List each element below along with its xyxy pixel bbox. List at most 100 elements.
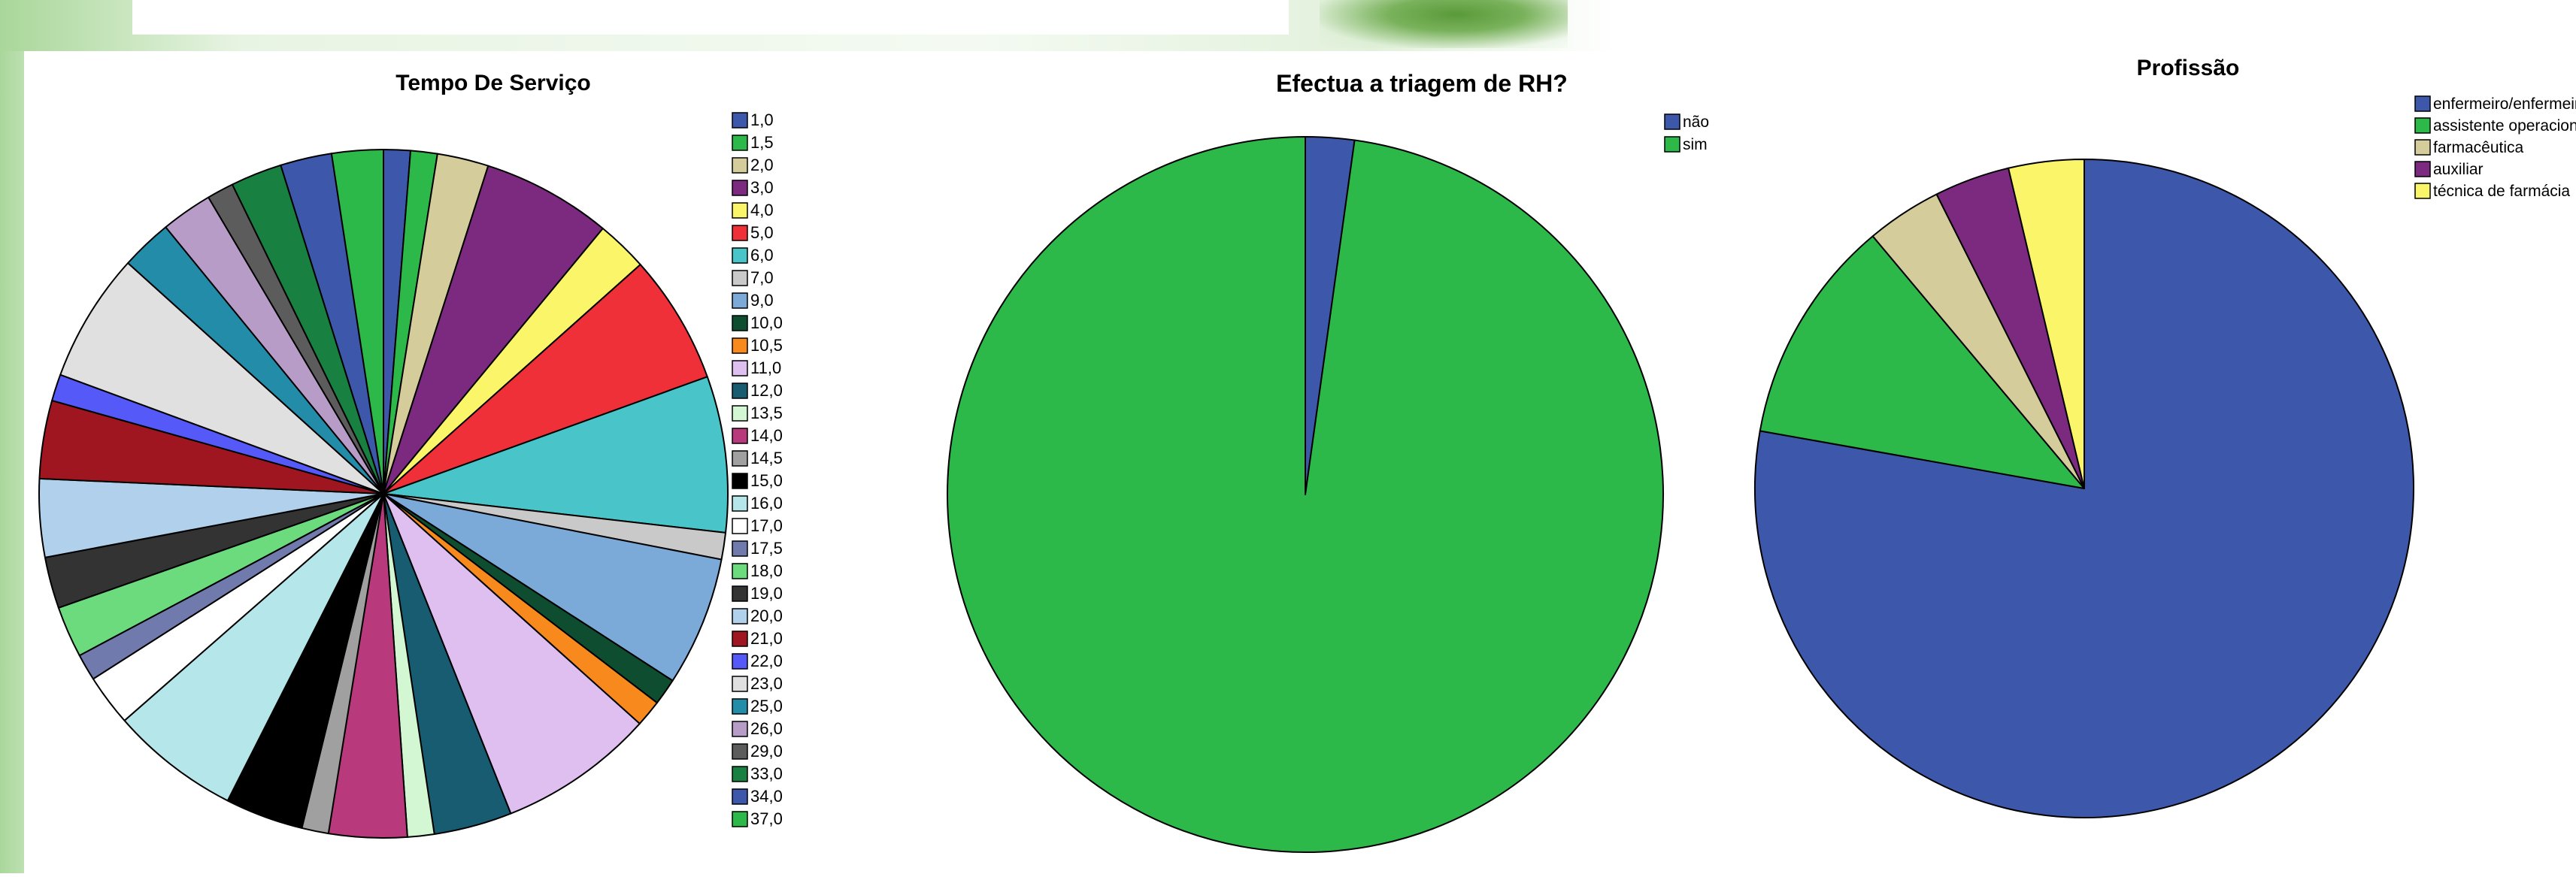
- chart-title: Tempo De Serviço: [395, 71, 591, 95]
- legend-swatch-farmaceutica: [2414, 139, 2431, 156]
- legend-swatch-1-5: [732, 135, 748, 151]
- legend-label-25-0: 25,0: [750, 697, 783, 715]
- legend-label-auxiliar: auxiliar: [2433, 161, 2484, 178]
- pie-slice-6-0: [383, 376, 729, 534]
- pie-slice-9-0: [383, 493, 723, 682]
- pie-slice-5-0: [383, 264, 708, 494]
- legend-swatch-nao: [1664, 113, 1680, 130]
- legend-swatch-4-0: [732, 202, 748, 219]
- background-top-white-box: [132, 0, 1289, 35]
- chart-title: Profissão: [2137, 56, 2240, 80]
- legend-swatch-17-5: [732, 540, 748, 557]
- legend-swatch-sim: [1664, 136, 1680, 153]
- legend-label-tecnica-de-farmacia: técnica de farmácia: [2433, 183, 2570, 200]
- legend-swatch-29-0: [732, 743, 748, 760]
- legend-swatch-enfermeiro-enfermeir: [2414, 95, 2431, 112]
- legend-label-1-5: 1,5: [750, 133, 774, 152]
- legend-swatch-15-0: [732, 473, 748, 489]
- legend-swatch-6-0: [732, 247, 748, 264]
- legend-label-11-0: 11,0: [750, 358, 781, 377]
- legend-swatch-21-0: [732, 631, 748, 647]
- legend-label-sim: sim: [1683, 136, 1708, 153]
- chart-panel-triagem-rh: Efectua a triagem de RH? não sim: [904, 51, 1746, 873]
- legend-swatch-25-0: [732, 698, 748, 715]
- pie-slices: [38, 149, 729, 839]
- legend-label-34-0: 34,0: [750, 787, 783, 806]
- legend-swatch-20-0: [732, 608, 748, 624]
- legend-label-33-0: 33,0: [750, 764, 783, 783]
- legend-swatch-7-0: [732, 270, 748, 286]
- legend-label-9-0: 9,0: [750, 291, 774, 310]
- legend-label-37-0: 37,0: [750, 809, 783, 828]
- legend-swatch-26-0: [732, 721, 748, 737]
- legend-label-3-0: 3,0: [750, 178, 774, 197]
- legend-swatch-13-5: [732, 405, 748, 422]
- legend-swatch-2-0: [732, 157, 748, 174]
- legend: enfermeiro/enfermeir assistente operacion…: [2414, 95, 2576, 200]
- legend-label-18-0: 18,0: [750, 561, 783, 580]
- legend-label-1-0: 1,0: [750, 110, 774, 129]
- legend-swatch-10-5: [732, 337, 748, 354]
- legend-label-29-0: 29,0: [750, 742, 783, 761]
- legend-swatch-tecnica-de-farmacia: [2414, 183, 2431, 199]
- pie-slice-16-0: [123, 493, 384, 802]
- pie-slice-23-0: [59, 262, 384, 494]
- legend-label-17-0: 17,0: [750, 516, 783, 535]
- legend-label-21-0: 21,0: [750, 629, 783, 648]
- legend-label-7-0: 7,0: [750, 268, 774, 287]
- pie-slices: [947, 136, 1664, 853]
- legend-label-19-0: 19,0: [750, 584, 783, 603]
- chart-panel-profissao: Profissão enfermeiro/enfermeir assistente …: [1746, 51, 2576, 873]
- legend-swatch-19-0: [732, 585, 748, 602]
- chart-panel-tempo-de-servico: Tempo De Serviço 1,0 1,5 2,0 3,0 4,0 5,0 6,0 7,0…: [24, 51, 904, 873]
- pie-chart-triagem-rh: Efectua a triagem de RH? não sim: [947, 70, 1709, 853]
- legend: 1,0 1,5 2,0 3,0 4,0 5,0 6,0 7,0 9,0 10,0 10,5 11,0 1…: [732, 110, 783, 828]
- pie-chart-tempo-de-servico: Tempo De Serviço 1,0 1,5 2,0 3,0 4,0 5,0 6,0 7,0…: [38, 71, 783, 839]
- legend: não sim: [1664, 113, 1709, 153]
- legend-label-23-0: 23,0: [750, 674, 783, 693]
- legend-label-14-5: 14,5: [750, 449, 783, 467]
- legend-swatch-37-0: [732, 811, 748, 827]
- legend-label-26-0: 26,0: [750, 719, 783, 738]
- legend-swatch-33-0: [732, 766, 748, 782]
- legend-swatch-12-0: [732, 383, 748, 399]
- pie-slice-37-0: [330, 149, 384, 494]
- legend-label-enfermeiro-enfermeir: enfermeiro/enfermeir: [2433, 95, 2576, 113]
- legend-swatch-9-0: [732, 292, 748, 309]
- pie-slice-3-0: [383, 165, 604, 494]
- legend-label-10-5: 10,5: [750, 336, 783, 355]
- pie-chart-profissao: Profissão enfermeiro/enfermeir assistente …: [1754, 56, 2576, 818]
- legend-swatch-16-0: [732, 495, 748, 512]
- legend-label-22-0: 22,0: [750, 652, 783, 670]
- legend-swatch-3-0: [732, 180, 748, 196]
- legend-label-17-5: 17,5: [750, 539, 783, 558]
- legend-swatch-34-0: [732, 788, 748, 805]
- pie-slice-assistente-operacion: [1759, 235, 2085, 489]
- legend-swatch-11-0: [732, 360, 748, 377]
- legend-label-2-0: 2,0: [750, 156, 774, 174]
- legend-swatch-14-5: [732, 450, 748, 467]
- legend-swatch-14-0: [732, 428, 748, 444]
- legend-label-assistente-operacion: assistente operacion: [2433, 117, 2576, 135]
- legend-swatch-auxiliar: [2414, 161, 2431, 177]
- pie-slice-tecnica-de-farmacia: [2008, 159, 2085, 489]
- legend-label-14-0: 14,0: [750, 426, 783, 445]
- legend-swatch-10-0: [732, 315, 748, 331]
- legend-label-5-0: 5,0: [750, 223, 774, 242]
- background-leaf-image: [1320, 0, 1568, 48]
- legend-label-nao: não: [1683, 113, 1709, 131]
- pie-slice-sim: [947, 136, 1664, 853]
- legend-swatch-18-0: [732, 563, 748, 579]
- legend-label-16-0: 16,0: [750, 494, 783, 513]
- legend-swatch-23-0: [732, 676, 748, 692]
- legend-label-12-0: 12,0: [750, 381, 783, 400]
- legend-swatch-5-0: [732, 225, 748, 241]
- legend-label-6-0: 6,0: [750, 246, 774, 265]
- pie-slice-11-0: [383, 493, 641, 815]
- legend-swatch-1-0: [732, 112, 748, 129]
- chart-title: Efectua a triagem de RH?: [1276, 70, 1568, 97]
- legend-label-10-0: 10,0: [750, 313, 783, 332]
- legend-label-20-0: 20,0: [750, 606, 783, 625]
- legend-swatch-22-0: [732, 653, 748, 670]
- pie-slices: [1754, 159, 2414, 818]
